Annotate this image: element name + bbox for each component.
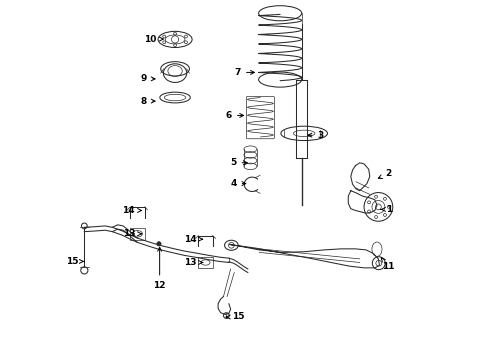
Text: 3: 3 [308,131,323,140]
Text: 14: 14 [184,235,203,244]
Bar [129,228,146,239]
Text: 10: 10 [144,35,163,44]
Text: 15: 15 [226,312,245,321]
Text: 8: 8 [141,96,155,105]
Text: 9: 9 [141,75,155,84]
Bar [197,257,214,267]
Text: 2: 2 [378,169,392,179]
Text: 13: 13 [184,258,203,267]
Text: 15: 15 [66,257,84,266]
Text: 14: 14 [122,206,142,215]
Text: 6: 6 [226,111,244,120]
Text: 12: 12 [153,247,166,289]
Text: 1: 1 [380,205,392,214]
Circle shape [157,242,161,246]
Text: 4: 4 [230,179,246,188]
Text: 13: 13 [122,229,142,238]
Text: 7: 7 [235,68,254,77]
Text: 11: 11 [381,258,394,271]
Text: 5: 5 [230,158,247,167]
